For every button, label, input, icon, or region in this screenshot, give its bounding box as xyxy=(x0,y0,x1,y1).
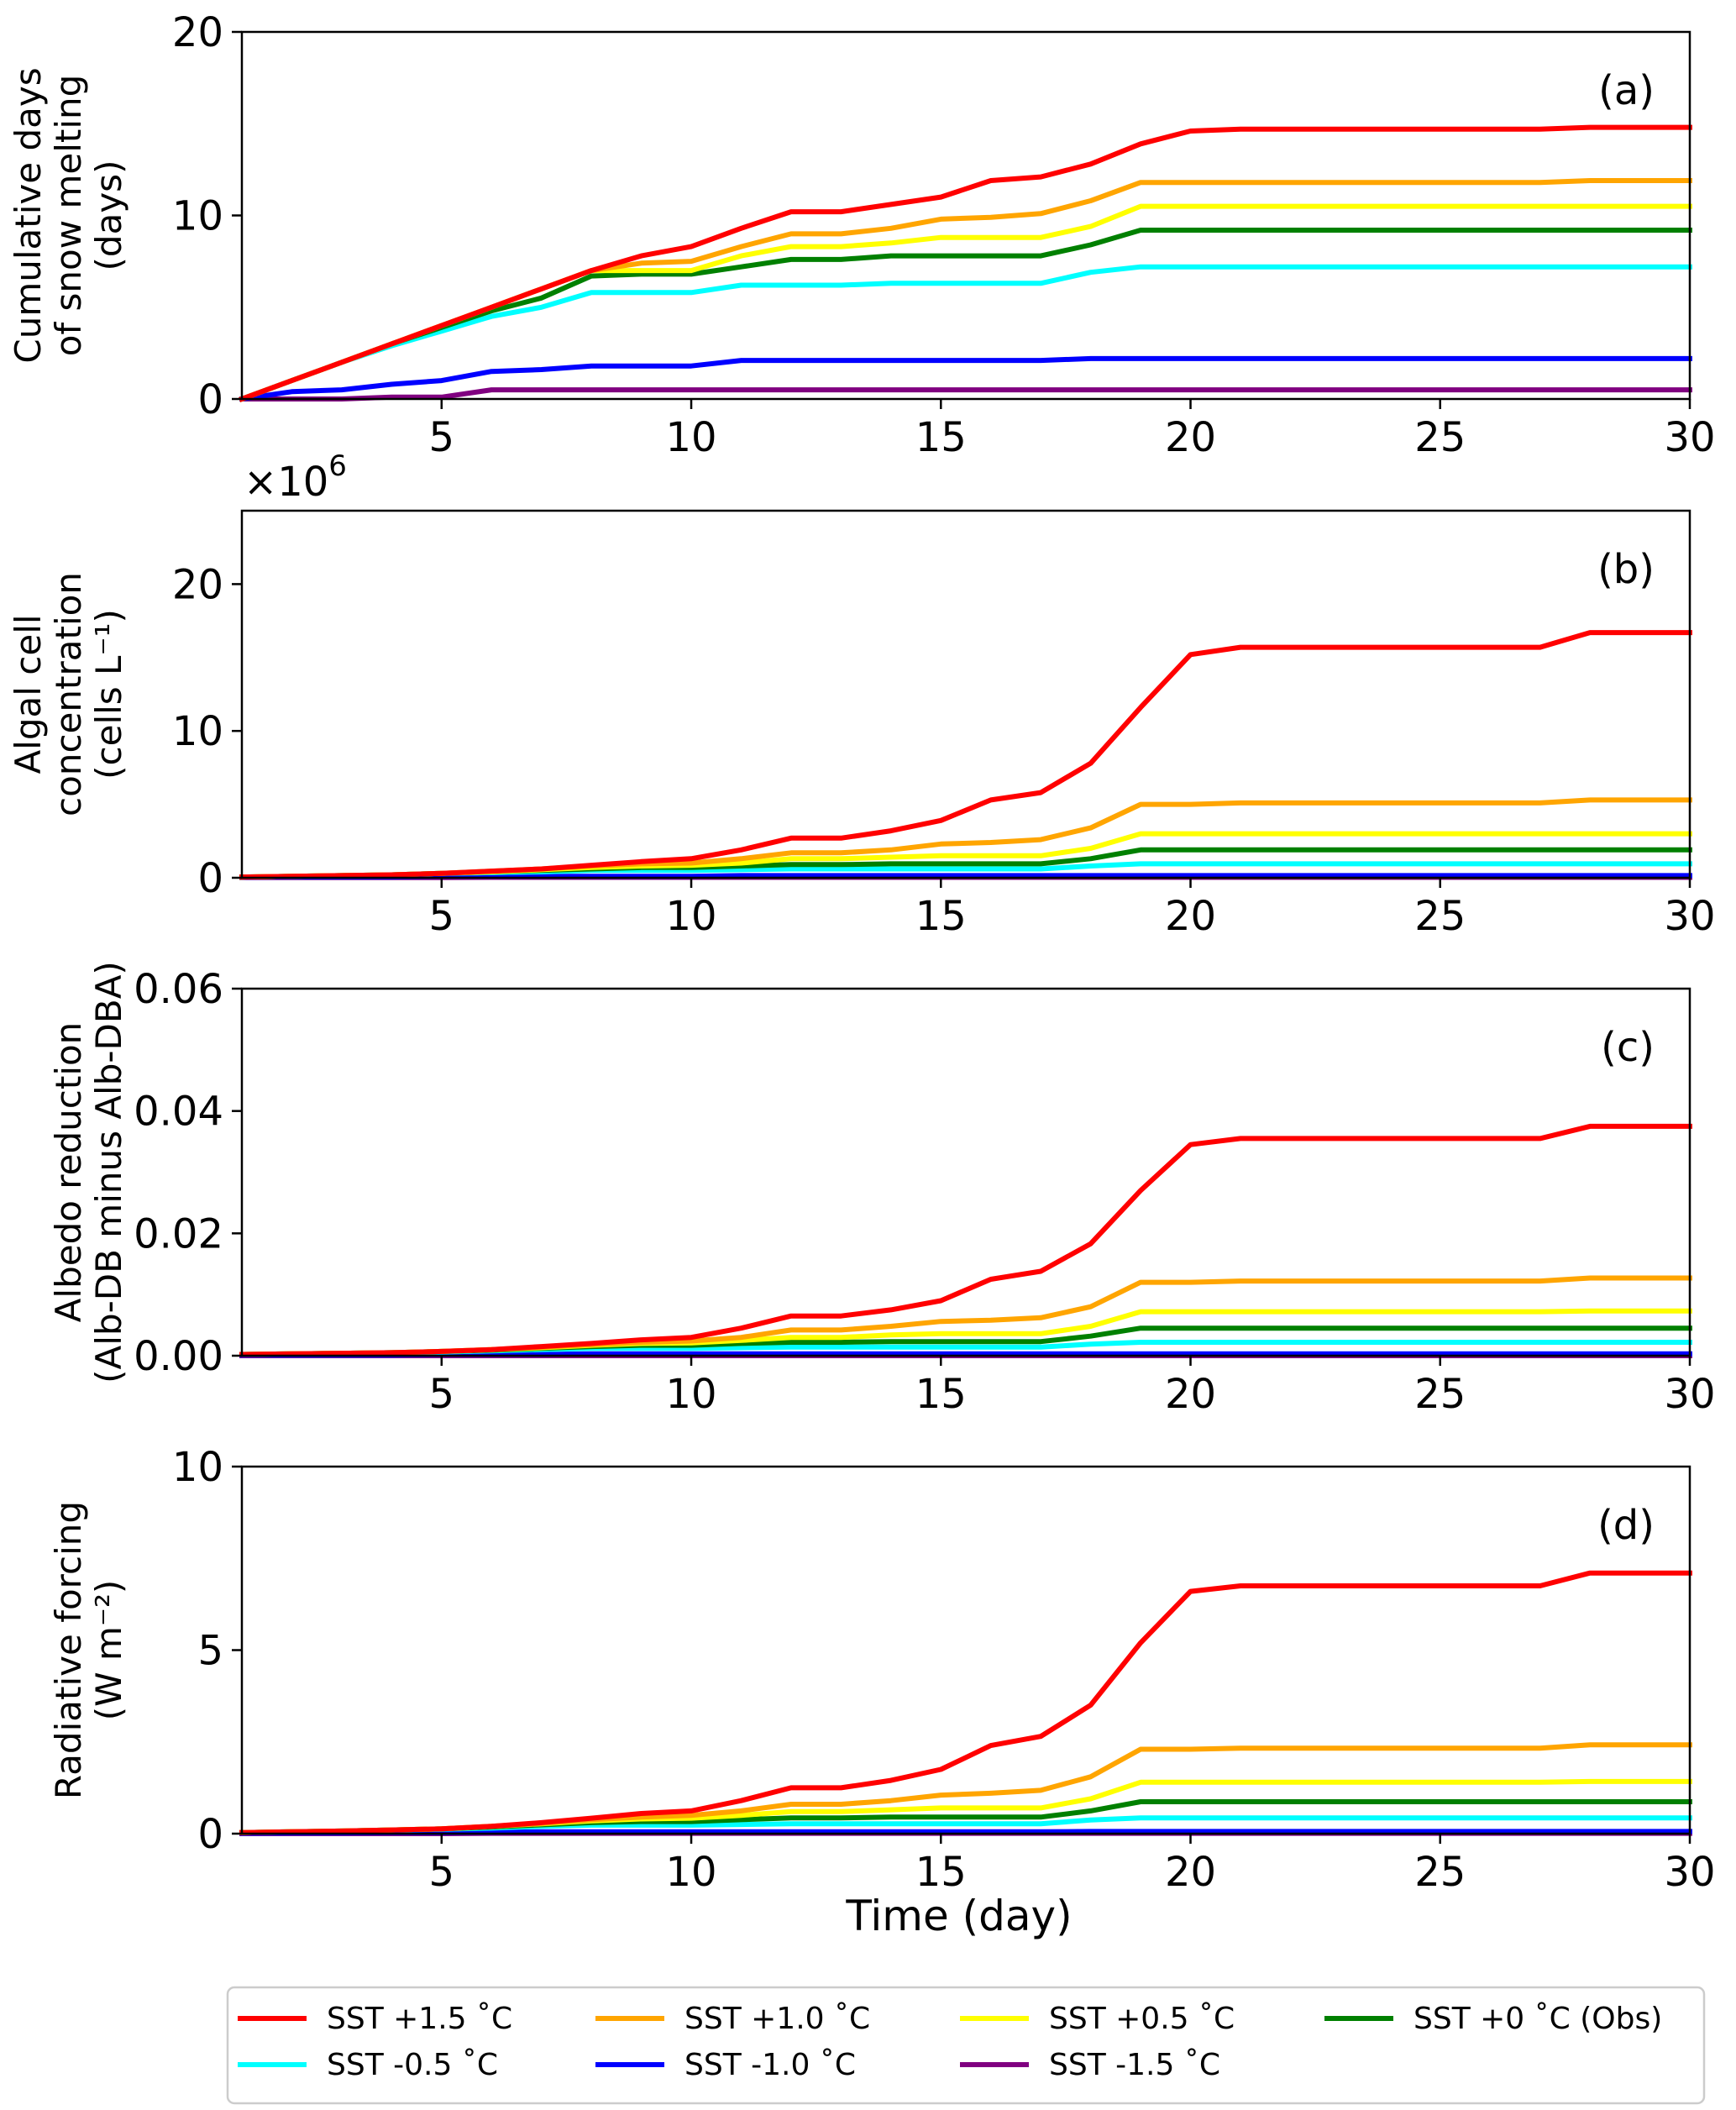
legend-label: SST +0.5 ˚C xyxy=(1049,2002,1235,2036)
panel-d: 5 10 15 20 25 30 0 5 10 (d) Radiative forcing(W m⁻… xyxy=(48,1444,1716,1896)
x-tick-label: 15 xyxy=(915,1849,967,1896)
legend-label: SST +0 ˚C (Obs) xyxy=(1413,2002,1662,2036)
x-tick-label: 20 xyxy=(1165,893,1216,940)
y-axis-title-line: concentration xyxy=(48,572,89,816)
panels: 5 10 15 20 25 30 0 10 20 (a) Cumulative daysof sno… xyxy=(8,9,1716,1896)
y-tick-label: 0.00 xyxy=(134,1333,223,1380)
y-axis-title-line: Algal cell xyxy=(8,614,49,774)
y-tick-label: 20 xyxy=(172,561,223,608)
x-tick-label: 10 xyxy=(665,1371,716,1418)
panel-c: 5 10 15 20 25 30 0.00 0.02 0.04 0.06 (c) Albedo red… xyxy=(48,961,1716,1418)
axis-offset-text: ×106 xyxy=(244,449,347,506)
x-tick-label: 25 xyxy=(1414,893,1466,940)
plot-frame xyxy=(240,987,1691,1357)
x-axis-title: Time (day) xyxy=(845,1892,1072,1940)
x-tick-label: 25 xyxy=(1414,1371,1466,1418)
x-tick-label: 20 xyxy=(1165,1849,1216,1896)
series-line xyxy=(239,387,1692,402)
x-tick-label: 5 xyxy=(429,414,455,461)
legend-label: SST +1.0 ˚C xyxy=(684,2002,870,2036)
panel-tag: (d) xyxy=(1597,1502,1655,1549)
axis-offset-exponent: 6 xyxy=(328,449,347,483)
y-axis-title: Cumulative daysof snow melting(days) xyxy=(8,67,129,363)
x-tick-label: 30 xyxy=(1664,893,1715,940)
series-line xyxy=(239,1829,1692,1836)
y-axis-title-line: of snow melting xyxy=(48,75,89,357)
x-tick-label: 5 xyxy=(429,1371,455,1418)
x-tick-label: 15 xyxy=(915,414,967,461)
legend-label: SST -1.5 ˚C xyxy=(1049,2048,1220,2082)
panel-tag: (a) xyxy=(1598,67,1655,114)
y-axis-title: Algal cellconcentration(cells L⁻¹) xyxy=(8,572,129,816)
x-tick-label: 10 xyxy=(665,893,716,940)
y-axis-title-line: (W m⁻²) xyxy=(88,1580,129,1721)
x-tick-label: 20 xyxy=(1165,1371,1216,1418)
x-tick-label: 15 xyxy=(915,1371,967,1418)
x-tick-label: 10 xyxy=(665,414,716,461)
y-tick-label: 20 xyxy=(172,9,223,56)
legend-label: SST +1.5 ˚C xyxy=(327,2002,512,2036)
y-axis-title-line: Albedo reduction xyxy=(48,1022,89,1323)
y-tick-label: 0 xyxy=(197,376,223,423)
series-line xyxy=(239,873,1692,880)
series-line xyxy=(239,355,1692,402)
legend-label: SST -1.0 ˚C xyxy=(684,2048,856,2082)
series-line xyxy=(239,1570,1692,1835)
y-tick-label: 5 xyxy=(197,1628,223,1675)
series-line xyxy=(239,264,1692,402)
x-tick-label: 25 xyxy=(1414,1849,1466,1896)
x-tick-label: 30 xyxy=(1664,414,1715,461)
legend-label: SST -0.5 ˚C xyxy=(327,2048,498,2082)
y-axis-title-line: Radiative forcing xyxy=(48,1501,89,1799)
y-tick-label: 10 xyxy=(172,193,223,240)
legend: SST +1.5 ˚C SST +1.0 ˚C SST +0.5 ˚C SST +0 … xyxy=(226,1986,1706,2105)
y-tick-label: 0.04 xyxy=(134,1089,223,1136)
axis-offset-base: ×10 xyxy=(244,459,328,506)
y-tick-label: 10 xyxy=(172,708,223,755)
series-line xyxy=(239,1123,1692,1357)
panel-b: 5 10 15 20 25 30 0 10 20 (b) Algal cellconcentrati… xyxy=(8,449,1716,940)
x-tick-label: 5 xyxy=(429,1849,455,1896)
x-tick-label: 25 xyxy=(1414,414,1466,461)
y-axis-title: Radiative forcing(W m⁻²) xyxy=(48,1501,129,1799)
y-tick-label: 0.02 xyxy=(134,1210,223,1257)
panel-tag: (b) xyxy=(1597,546,1655,593)
x-tick-label: 5 xyxy=(429,893,455,940)
series-line xyxy=(239,124,1692,402)
plot-frame xyxy=(240,509,1691,879)
y-axis-title: Albedo reduction(Alb-DB minus Alb-DBA) xyxy=(48,961,129,1383)
y-tick-label: 0 xyxy=(197,855,223,902)
panel-a: 5 10 15 20 25 30 0 10 20 (a) Cumulative daysof sno… xyxy=(8,9,1716,461)
x-tick-label: 15 xyxy=(915,893,967,940)
series-line xyxy=(239,1351,1692,1358)
x-tick-label: 20 xyxy=(1165,414,1216,461)
y-axis-title-line: (days) xyxy=(88,160,129,271)
x-tick-label: 10 xyxy=(665,1849,716,1896)
y-tick-label: 10 xyxy=(172,1444,223,1491)
series-line xyxy=(239,630,1692,880)
y-axis-title-line: (cells L⁻¹) xyxy=(88,609,129,779)
series-line xyxy=(239,228,1692,402)
y-axis-title-line: Cumulative days xyxy=(8,67,49,363)
y-tick-label: 0 xyxy=(197,1811,223,1858)
y-axis-title-line: (Alb-DB minus Alb-DBA) xyxy=(88,961,129,1383)
x-tick-label: 30 xyxy=(1664,1371,1715,1418)
x-tick-label: 30 xyxy=(1664,1849,1715,1896)
panel-tag: (c) xyxy=(1601,1024,1655,1071)
y-tick-label: 0.06 xyxy=(134,966,223,1013)
